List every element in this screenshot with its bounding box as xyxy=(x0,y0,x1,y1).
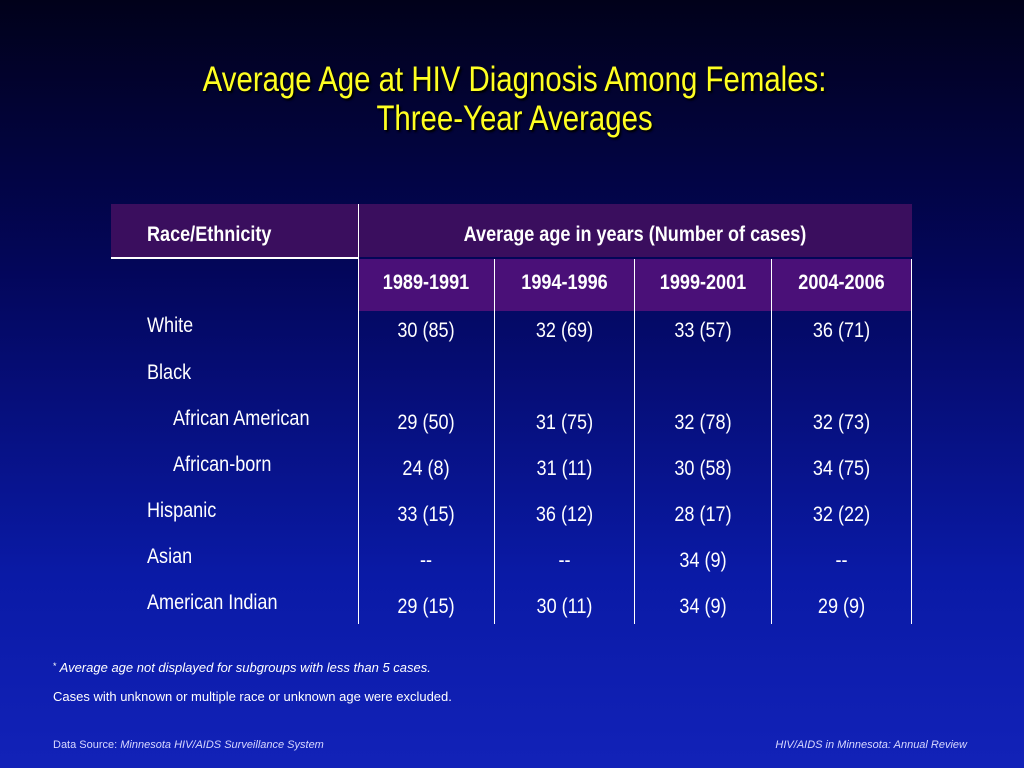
column-divider xyxy=(358,204,359,624)
slide-title-line-1: Average Age at HIV Diagnosis Among Femal… xyxy=(202,60,827,99)
row-label-african-american: African American xyxy=(173,407,310,430)
table-cell: -- xyxy=(419,549,433,572)
year-header-band xyxy=(358,259,912,311)
table-cell: 30 (11) xyxy=(536,595,593,618)
row-label-american-indian: American Indian xyxy=(147,591,278,614)
header-average-age: Average age in years (Number of cases) xyxy=(463,223,807,246)
table-cell: 34 (9) xyxy=(679,595,727,618)
table-cell: 30 (85) xyxy=(397,319,455,342)
column-divider xyxy=(771,259,772,624)
row-label-white: White xyxy=(147,314,194,337)
footnote-asterisk: * xyxy=(53,661,57,671)
table-cell: 31 (75) xyxy=(535,411,594,434)
age-table: Race/Ethnicity Average age in years (Num… xyxy=(111,204,912,624)
table-cell: 32 (73) xyxy=(812,411,871,434)
year-header-1994-1996: 1994-1996 xyxy=(521,271,608,294)
header-race-ethnicity: Race/Ethnicity xyxy=(147,223,272,246)
table-cell: 32 (69) xyxy=(535,319,594,342)
footnote-subgroups-text: Average age not displayed for subgroups … xyxy=(56,660,431,675)
column-divider xyxy=(494,259,495,624)
column-divider xyxy=(911,259,912,624)
footnote-exclusions: Cases with unknown or multiple race or u… xyxy=(53,689,452,704)
table-cell: 32 (22) xyxy=(812,503,871,526)
table-header-band xyxy=(111,204,912,257)
data-source-label: Data Source: xyxy=(53,739,121,751)
footnote-subgroups: * Average age not displayed for subgroup… xyxy=(53,660,431,676)
table-cell: 34 (75) xyxy=(812,457,871,480)
year-header-1999-2001: 1999-2001 xyxy=(659,271,747,294)
report-name: HIV/AIDS in Minnesota: Annual Review xyxy=(775,738,967,752)
table-cell: -- xyxy=(558,549,571,572)
row-label-asian: Asian xyxy=(147,545,193,568)
slide-title: Average Age at HIV Diagnosis Among Femal… xyxy=(84,60,944,138)
row-label-african-born: African-born xyxy=(173,453,272,476)
data-source-name: Minnesota HIV/AIDS Surveillance System xyxy=(120,739,324,751)
header-rule xyxy=(111,257,358,259)
row-label-black: Black xyxy=(147,361,192,384)
table-cell: 24 (8) xyxy=(402,457,450,480)
table-cell: 33 (15) xyxy=(397,503,455,526)
table-cell: 31 (11) xyxy=(536,457,593,480)
table-cell: 34 (9) xyxy=(679,549,727,572)
table-cell: 32 (78) xyxy=(674,411,732,434)
slide-title-line-2: Three-Year Averages xyxy=(376,99,653,138)
column-divider xyxy=(634,259,635,624)
table-cell: 30 (58) xyxy=(674,457,732,480)
report-name-text: HIV/AIDS in Minnesota: Annual Review xyxy=(775,739,967,751)
row-label-hispanic: Hispanic xyxy=(147,499,217,522)
table-cell: 29 (50) xyxy=(397,411,455,434)
table-cell: -- xyxy=(835,549,848,572)
year-header-1989-1991: 1989-1991 xyxy=(382,271,470,294)
table-cell: 36 (71) xyxy=(812,319,871,342)
data-source: Data Source: Minnesota HIV/AIDS Surveill… xyxy=(53,738,324,752)
table-cell: 29 (15) xyxy=(397,595,455,618)
table-cell: 28 (17) xyxy=(674,503,732,526)
year-header-2004-2006: 2004-2006 xyxy=(798,271,885,294)
table-cell: 33 (57) xyxy=(674,319,732,342)
table-cell: 29 (9) xyxy=(817,595,866,618)
table-cell: 36 (12) xyxy=(535,503,594,526)
